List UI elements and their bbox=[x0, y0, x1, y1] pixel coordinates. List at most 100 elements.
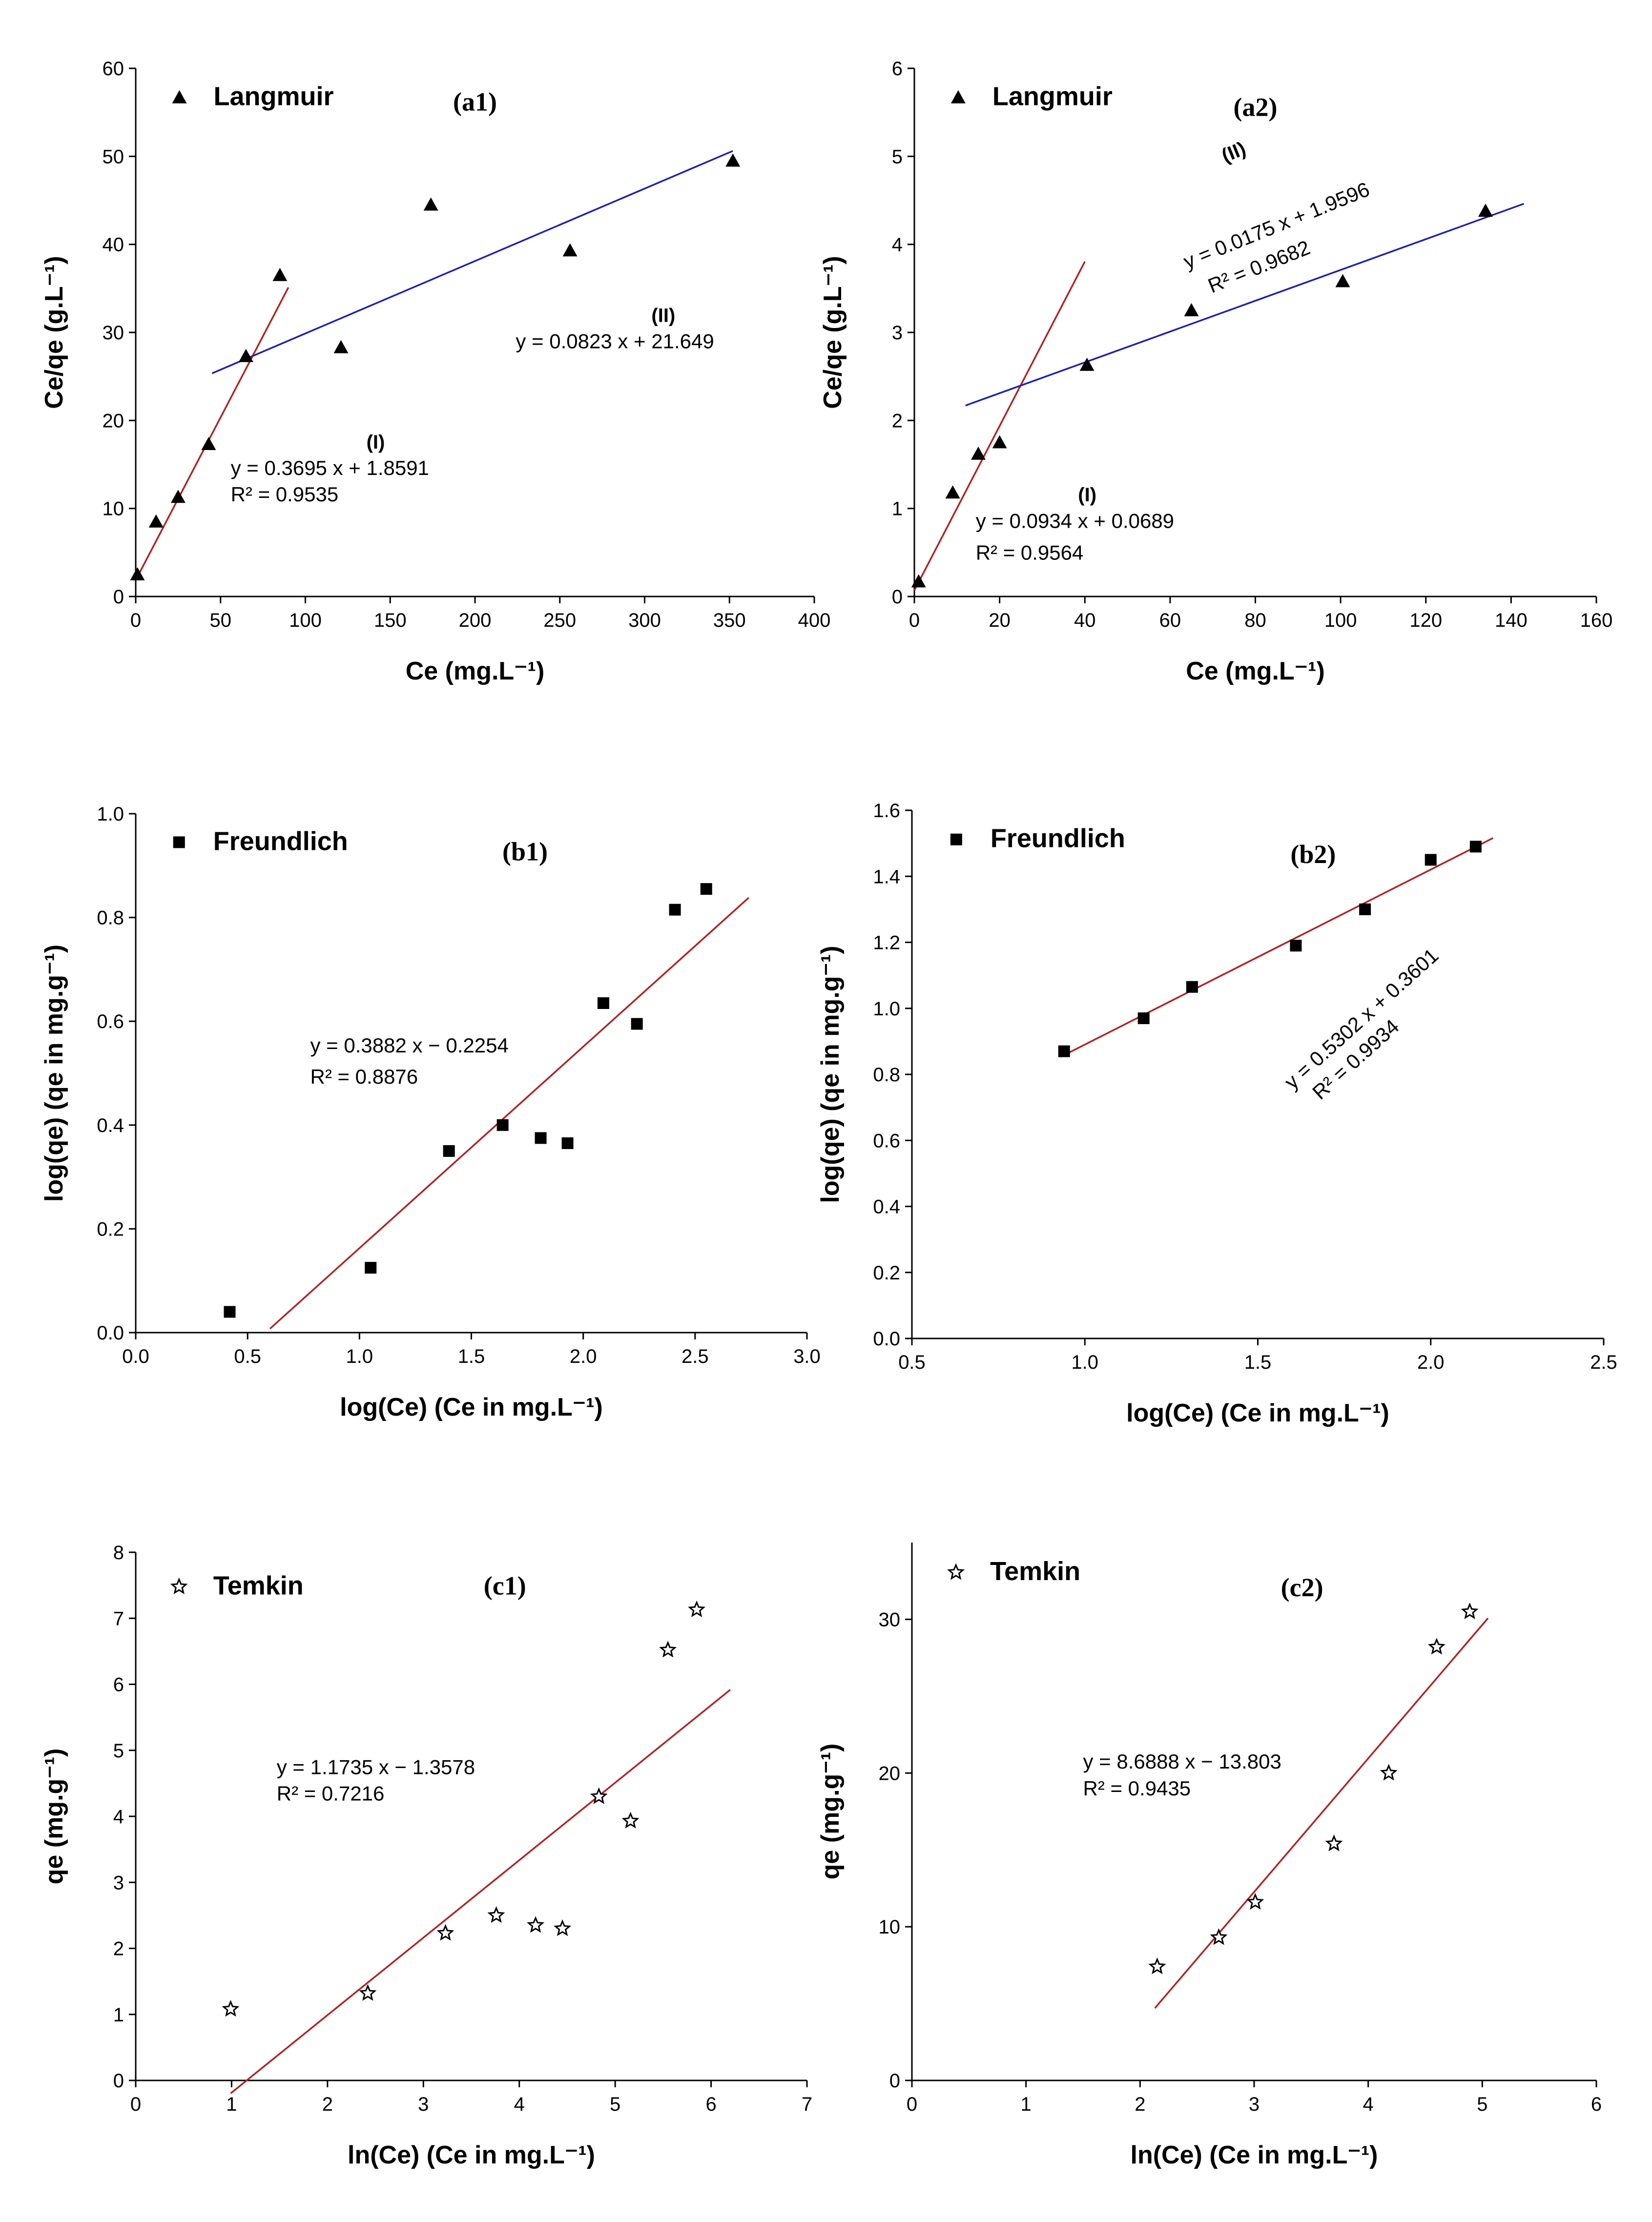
data-point bbox=[659, 1641, 677, 1658]
y-tick-label: 0.8 bbox=[97, 907, 124, 929]
legend-marker bbox=[947, 1563, 965, 1580]
fit-equation: y = 0.5302 x + 0.3601 bbox=[1280, 944, 1443, 1093]
chart-a1: 0 50 100 150 200 250 300 350 400 0 10 20 30 40 50 60 Ce … bbox=[40, 58, 830, 685]
fit-equation: y = 0.3882 x − 0.2254 bbox=[310, 1034, 509, 1057]
y-tick-label: 10 bbox=[103, 498, 124, 520]
data-point bbox=[621, 1811, 640, 1829]
y-tick-label: 0.0 bbox=[97, 1322, 124, 1344]
fit-equation: y = 0.0823 x + 21.649 bbox=[516, 329, 714, 352]
x-tick-label: 100 bbox=[1324, 610, 1357, 631]
legend-marker bbox=[172, 90, 187, 103]
x-tick-label: 5 bbox=[610, 2094, 620, 2115]
x-tick-label: 400 bbox=[798, 610, 831, 631]
x-tick-label: 1.0 bbox=[346, 1346, 373, 1367]
x-tick-label: 50 bbox=[210, 610, 232, 631]
fit-equation: y = 8.6888 x − 13.803 bbox=[1083, 1750, 1281, 1773]
data-point bbox=[1079, 357, 1094, 371]
chart-a2: 0 20 40 60 80 100 120 140 160 0 1 2 3 4 5 6 Ce (mg.L⁻¹) C… bbox=[819, 58, 1612, 685]
fit-line bbox=[135, 287, 289, 581]
data-point bbox=[272, 267, 288, 281]
data-point bbox=[443, 1145, 455, 1157]
x-tick-label: 3 bbox=[1249, 2094, 1260, 2115]
y-tick-label: 1.0 bbox=[873, 998, 900, 1020]
x-tick-label: 2.5 bbox=[681, 1346, 709, 1367]
y-tick-label: 0.2 bbox=[873, 1262, 900, 1284]
fit-r2: R² = 0.9435 bbox=[1083, 1777, 1191, 1800]
x-tick-label: 1.5 bbox=[1244, 1352, 1272, 1373]
x-axis-label: ln(Ce) (Ce in mg.L⁻¹) bbox=[1131, 2141, 1378, 2169]
chart-b2: 0.5 1.0 1.5 2.0 2.5 0.0 0.2 0.4 0.6 0.8 1.0 1.2 1.4 1… bbox=[816, 800, 1617, 1427]
x-tick-label: 200 bbox=[459, 610, 492, 631]
x-tick-label: 300 bbox=[628, 610, 661, 631]
y-tick-label: 6 bbox=[113, 1674, 124, 1696]
fit-equation: y = 0.3695 x + 1.8591 bbox=[231, 456, 429, 479]
y-tick-label: 50 bbox=[103, 146, 124, 167]
x-axis-label: Ce (mg.L⁻¹) bbox=[1186, 657, 1325, 685]
y-tick-label: 1.4 bbox=[873, 866, 900, 887]
data-point bbox=[1058, 1045, 1070, 1057]
y-tick-label: 4 bbox=[892, 234, 903, 256]
x-tick-label: 0 bbox=[909, 610, 920, 631]
y-tick-label: 40 bbox=[103, 234, 124, 256]
data-point bbox=[688, 1600, 706, 1617]
x-tick-label: 1.5 bbox=[458, 1346, 485, 1367]
y-axis-label: Ce/qe (g.L⁻¹) bbox=[819, 256, 847, 409]
fit-r2: R² = 0.7216 bbox=[277, 1782, 385, 1805]
data-point bbox=[527, 1916, 545, 1933]
x-tick-label: 140 bbox=[1495, 610, 1528, 631]
data-point bbox=[597, 997, 609, 1009]
legend-marker bbox=[950, 833, 962, 845]
y-tick-label: 0.2 bbox=[97, 1218, 124, 1240]
x-tick-label: 150 bbox=[374, 610, 407, 631]
x-tick-label: 350 bbox=[713, 610, 746, 631]
data-point bbox=[333, 340, 349, 353]
x-tick-label: 1 bbox=[1021, 2094, 1032, 2115]
y-tick-label: 10 bbox=[879, 1916, 901, 1938]
y-tick-label: 5 bbox=[113, 1740, 124, 1762]
legend-label: Freundlich bbox=[991, 824, 1125, 853]
y-tick-label: 20 bbox=[103, 410, 124, 432]
y-tick-label: 3 bbox=[892, 322, 903, 344]
y-tick-label: 1.6 bbox=[873, 800, 900, 822]
data-point bbox=[700, 883, 712, 895]
y-tick-label: 0.8 bbox=[873, 1064, 900, 1086]
y-tick-label: 2 bbox=[892, 410, 903, 432]
x-tick-label: 0 bbox=[907, 2094, 917, 2115]
x-tick-label: 7 bbox=[802, 2094, 812, 2115]
x-tick-label: 2.0 bbox=[570, 1346, 597, 1367]
y-tick-label: 30 bbox=[103, 322, 124, 344]
y-axis-label: log(qe) (qe in mg.g⁻¹) bbox=[40, 945, 68, 1202]
fit-r2: R² = 0.9535 bbox=[231, 483, 339, 506]
y-axis-label: qe (mg.g⁻¹) bbox=[40, 1749, 68, 1885]
y-tick-label: 4 bbox=[113, 1806, 124, 1828]
y-tick-label: 0 bbox=[113, 586, 124, 608]
chart-b1: 0.0 0.5 1.0 1.5 2.0 2.5 3.0 0.0 0.2 0.4 0.6 0.8 1.0 l… bbox=[40, 803, 821, 1421]
legend-label: Freundlich bbox=[213, 826, 348, 856]
y-tick-label: 1 bbox=[892, 498, 903, 520]
x-tick-label: 0.0 bbox=[122, 1346, 149, 1367]
data-point bbox=[1186, 981, 1198, 993]
legend-label: Langmuir bbox=[214, 82, 334, 111]
x-tick-label: 160 bbox=[1580, 610, 1613, 631]
fit-equation: y = 1.1735 x − 1.3578 bbox=[277, 1755, 475, 1778]
data-point bbox=[535, 1132, 547, 1144]
x-tick-label: 120 bbox=[1409, 610, 1442, 631]
x-tick-label: 0.5 bbox=[898, 1352, 926, 1373]
legend-label: Langmuir bbox=[992, 82, 1113, 111]
fit-r2: R² = 0.9564 bbox=[976, 541, 1084, 564]
data-point bbox=[487, 1906, 505, 1923]
x-tick-label: 40 bbox=[1074, 610, 1096, 631]
data-point bbox=[496, 1119, 509, 1131]
x-axis-label: ln(Ce) (Ce in mg.L⁻¹) bbox=[348, 2141, 595, 2169]
x-tick-label: 6 bbox=[705, 2094, 716, 2115]
y-tick-label: 0.6 bbox=[97, 1011, 124, 1032]
chart-c1: 0 1 2 3 4 5 6 7 0 1 2 3 4 5 6 7 8 ln(Ce) (Ce in mg.L⁻¹) qe… bbox=[40, 1542, 812, 2169]
y-tick-label: 7 bbox=[113, 1608, 124, 1629]
fit-line bbox=[211, 150, 733, 374]
legend-marker bbox=[170, 1577, 188, 1594]
data-point bbox=[1210, 1928, 1228, 1945]
data-point bbox=[238, 349, 253, 362]
x-tick-label: 0 bbox=[130, 2094, 141, 2115]
data-point bbox=[1380, 1764, 1398, 1781]
segment-label: (II) bbox=[1218, 138, 1249, 166]
